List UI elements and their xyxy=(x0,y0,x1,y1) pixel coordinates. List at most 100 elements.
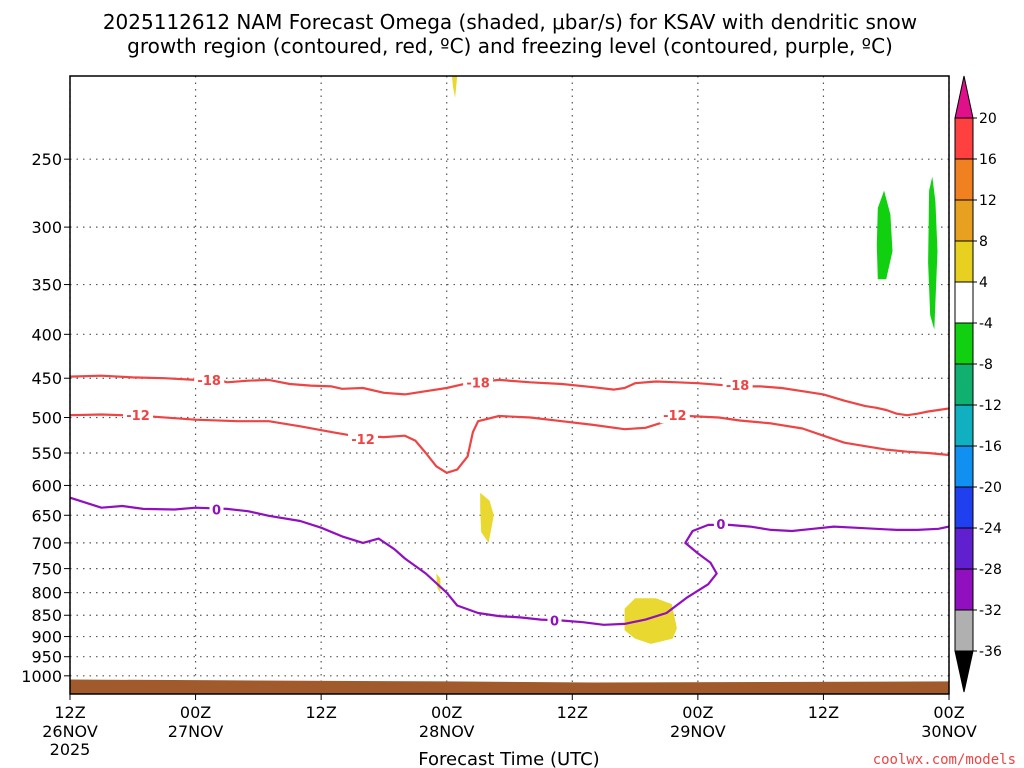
omega-shaded-regions xyxy=(436,76,938,644)
plot-frame xyxy=(69,75,950,695)
x-tick-label: 28NOV xyxy=(419,722,475,741)
contour-label-bg xyxy=(348,431,378,448)
colorbar-level-label: 4 xyxy=(979,275,988,291)
colorbar-level-label: -4 xyxy=(979,316,993,332)
colorbar-swatch xyxy=(954,568,974,611)
y-tick-label: 850 xyxy=(31,606,62,625)
x-tick-label: 12Z xyxy=(54,703,85,722)
omega-region-negative-4-8 xyxy=(928,176,938,330)
colorbar-swatch xyxy=(954,486,974,529)
contour-label-bg xyxy=(194,371,225,388)
colorbar-level-label: 12 xyxy=(979,193,997,209)
colorbar-swatch xyxy=(954,281,974,324)
y-axis-ticks: 250 300 350 400 450 500 550 600 650 700 750 800 850 9… xyxy=(21,150,70,686)
y-tick-label: 350 xyxy=(31,276,62,295)
contour-label-dgz-minus-18: -18 xyxy=(726,379,750,394)
x-tick-label: 12Z xyxy=(808,703,839,722)
contour-label-bg xyxy=(209,501,224,518)
colorbar-swatch xyxy=(954,527,974,570)
contour-label-bg xyxy=(463,374,494,391)
chart-title-line-1: 2025112612 NAM Forecast Omega (shaded, μ… xyxy=(103,10,917,34)
x-tick-label: 00Z xyxy=(180,703,211,722)
x-tick-label: 00Z xyxy=(431,703,462,722)
contour-dgz-minus-18 xyxy=(69,374,950,417)
contour-lines xyxy=(69,374,950,626)
contour-label-bg xyxy=(547,612,562,629)
y-tick-label: 550 xyxy=(31,444,62,463)
x-tick-label: 2025 xyxy=(50,740,91,759)
colorbar-swatch xyxy=(954,445,974,488)
omega-region-positive-4-8 xyxy=(451,76,458,98)
credit-text[interactable]: coolwx.com/models xyxy=(873,752,1016,768)
x-tick-label: 00Z xyxy=(933,703,964,722)
contour-label-dgz-minus-18: -18 xyxy=(197,374,221,389)
colorbar-swatch xyxy=(954,404,974,447)
terrain xyxy=(70,679,949,694)
colorbar-level-label: -8 xyxy=(979,357,993,373)
y-tick-label: 450 xyxy=(31,369,62,388)
contour-dgz-minus-12 xyxy=(69,413,950,474)
colorbar-swatch xyxy=(954,363,974,406)
contour-label-freezing-level-0: 0 xyxy=(212,503,221,518)
terrain-surface xyxy=(70,679,949,694)
colorbar: 20 16 12 8 4 -4 -8 -12 -16 -20 -24 -28 -32 -36 xyxy=(954,75,1002,693)
x-tick-label: 30NOV xyxy=(921,722,977,741)
y-tick-label: 600 xyxy=(31,476,62,495)
x-axis-label: Forecast Time (UTC) xyxy=(418,749,599,768)
colorbar-level-label: -36 xyxy=(979,644,1002,660)
x-tick-label: 26NOV xyxy=(42,722,98,741)
colorbar-top-arrow xyxy=(954,75,974,119)
omega-region-positive-4-8 xyxy=(436,573,441,593)
colorbar-bottom-arrow xyxy=(954,650,974,693)
chart-title-line-2: growth region (contoured, red, ºC) and f… xyxy=(127,34,893,58)
y-tick-label: 650 xyxy=(31,506,62,525)
x-tick-label: 12Z xyxy=(305,703,336,722)
contour-label-bg xyxy=(722,376,753,393)
y-tick-label: 1000 xyxy=(21,667,62,686)
contour-label-freezing-level-0: 0 xyxy=(716,518,725,533)
y-tick-label: 700 xyxy=(31,534,62,553)
colorbar-swatch xyxy=(954,117,974,160)
colorbar-level-label: 20 xyxy=(979,111,997,127)
y-tick-label: 400 xyxy=(31,325,62,344)
colorbar-swatch xyxy=(954,322,974,365)
contour-labels: -18 -18 -18 -12 -12 -12 0 0 0 xyxy=(123,371,753,629)
x-tick-label: 00Z xyxy=(682,703,713,722)
contour-label-freezing-level-0: 0 xyxy=(550,614,559,629)
colorbar-level-label: -12 xyxy=(979,398,1002,414)
colorbar-swatch xyxy=(954,240,974,283)
colorbar-swatch xyxy=(954,609,974,652)
y-tick-label: 500 xyxy=(31,408,62,427)
y-tick-label: 250 xyxy=(31,150,62,169)
colorbar-level-label: -28 xyxy=(979,562,1002,578)
colorbar-level-label: 8 xyxy=(979,234,988,250)
colorbar-swatch xyxy=(954,199,974,242)
colorbar-swatch xyxy=(954,158,974,201)
colorbar-level-label: -16 xyxy=(979,439,1002,455)
contour-label-bg xyxy=(659,407,690,424)
contour-label-bg xyxy=(713,515,728,532)
contour-label-dgz-minus-12: -12 xyxy=(126,409,150,424)
y-tick-label: 750 xyxy=(31,560,62,579)
colorbar-level-label: 16 xyxy=(979,152,997,168)
contour-label-bg xyxy=(123,407,154,424)
omega-region-positive-4-8 xyxy=(480,492,494,543)
contour-label-dgz-minus-12: -12 xyxy=(351,433,375,448)
omega-region-positive-4-8 xyxy=(624,598,677,644)
y-tick-label: 300 xyxy=(31,218,62,237)
colorbar-level-label: -24 xyxy=(979,521,1002,537)
x-tick-label: 27NOV xyxy=(168,722,224,741)
contour-freezing-level-0 xyxy=(69,496,950,626)
contour-label-dgz-minus-12: -12 xyxy=(663,409,687,424)
x-tick-label: 12Z xyxy=(557,703,588,722)
y-tick-label: 950 xyxy=(31,648,62,667)
omega-region-negative-4-8 xyxy=(876,190,893,280)
contour-label-dgz-minus-18: -18 xyxy=(466,376,490,391)
y-tick-label: 800 xyxy=(31,584,62,603)
y-tick-label: 900 xyxy=(31,628,62,647)
x-tick-label: 29NOV xyxy=(670,722,726,741)
colorbar-level-label: -32 xyxy=(979,603,1002,619)
colorbar-level-label: -20 xyxy=(979,480,1002,496)
